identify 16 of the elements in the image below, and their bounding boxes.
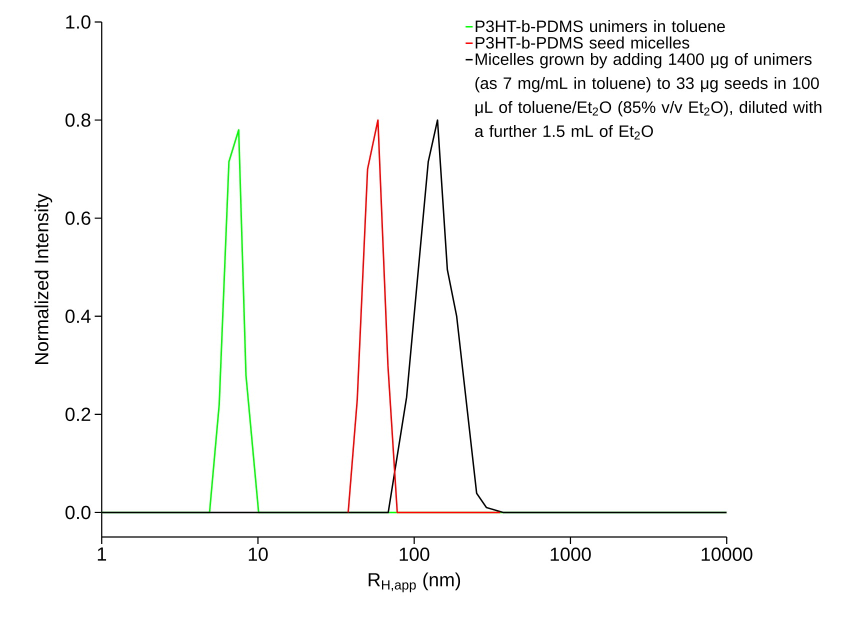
legend-label: P3HT-b-PDMS seed micelles: [476, 36, 690, 49]
y-axis-title: Normalized Intensity: [34, 194, 52, 364]
text: Micelles grown by adding 1400 μg of unimers (as 7 mg/mL in toluene) to 33 μg seeds in 100 μL of toluene/Et$_{2}$O (85% v/v Et$_{2}$O), diluted with a further 1.5 mL of Et$_{2}$O: [475, 52, 822, 140]
legend-label: P3HT-b-PDMS unimers in toluene: [476, 20, 725, 32]
y-tick-label: 0.4: [66, 310, 91, 323]
x-tick-label: 100: [400, 548, 430, 561]
x-tick-label: 1000: [550, 548, 591, 561]
y-tick-label: 1.0: [66, 15, 90, 29]
x-tick-label: 10: [248, 548, 268, 561]
y-tick-label: 0.6: [66, 211, 90, 225]
y-tick-label: 0.0: [66, 506, 90, 520]
y-tick-label: 0.2: [66, 408, 90, 422]
x-tick-label: 1: [98, 548, 106, 561]
x-tick-label: 10000: [702, 548, 752, 561]
y-tick-label: 0.8: [66, 113, 90, 127]
x-axis-title: R$_{H,app}$ (nm): [368, 572, 460, 592]
